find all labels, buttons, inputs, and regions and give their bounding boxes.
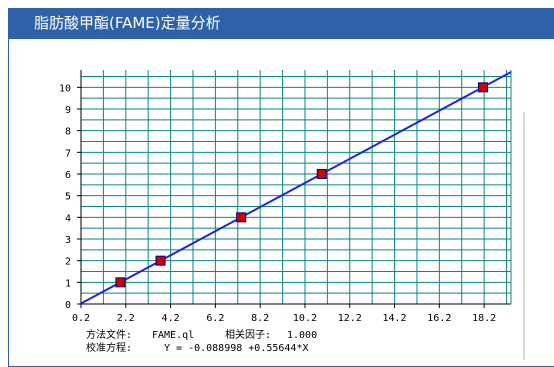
method-file-label: 方法文件: (86, 328, 132, 341)
x-tick-label: 18.2 (472, 313, 496, 324)
equation-label: 校准方程: (86, 341, 132, 354)
y-tick-labels: 0 1 2 3 4 5 6 7 8 9 10 (59, 83, 71, 311)
y-tick-label: 5 (65, 192, 71, 203)
x-tick-label: 14.2 (382, 313, 406, 324)
method-file-value: FAME.ql (152, 330, 194, 341)
y-tick-label: 8 (65, 127, 71, 138)
y-tick-label: 1 (65, 278, 71, 289)
x-tick-label: 10.2 (293, 313, 317, 324)
y-tick-label: 2 (65, 257, 71, 268)
data-point (115, 277, 126, 288)
data-points (115, 82, 489, 288)
data-point (316, 169, 327, 179)
x-tick-label: 6.2 (206, 313, 224, 324)
y-tick-label: 4 (65, 213, 71, 224)
window-title: 脂肪酸甲酯(FAME)定量分析 (9, 8, 554, 39)
x-tick-label: 16.2 (427, 313, 451, 324)
grid (81, 70, 511, 304)
y-tick-label: 10 (59, 83, 71, 94)
y-tick-label: 7 (65, 148, 71, 159)
y-tick-label: 0 (65, 300, 71, 311)
x-tick-labels: 0.2 2.2 4.2 6.2 8.2 10.2 12.2 14.2 16.2 18.2 (72, 313, 496, 324)
correlation-value: 1.000 (287, 330, 317, 341)
data-point (155, 255, 166, 266)
y-tick-label: 9 (65, 105, 71, 116)
x-tick-label: 0.2 (72, 313, 90, 324)
y-tick-label: 6 (65, 170, 71, 181)
axes (77, 70, 512, 308)
panel-divider (523, 112, 525, 360)
data-point (236, 212, 247, 223)
x-tick-label: 2.2 (117, 313, 135, 324)
equation-value: Y = -0.088998 +0.55644*X (164, 343, 309, 354)
y-tick-label: 3 (65, 235, 71, 246)
fit-line (80, 71, 512, 305)
x-tick-label: 12.2 (338, 313, 362, 324)
correlation-label: 相关因子: (225, 328, 271, 341)
x-tick-label: 8.2 (251, 313, 269, 324)
fit-line-group (80, 71, 512, 305)
data-point (478, 82, 489, 93)
x-tick-label: 4.2 (162, 313, 180, 324)
